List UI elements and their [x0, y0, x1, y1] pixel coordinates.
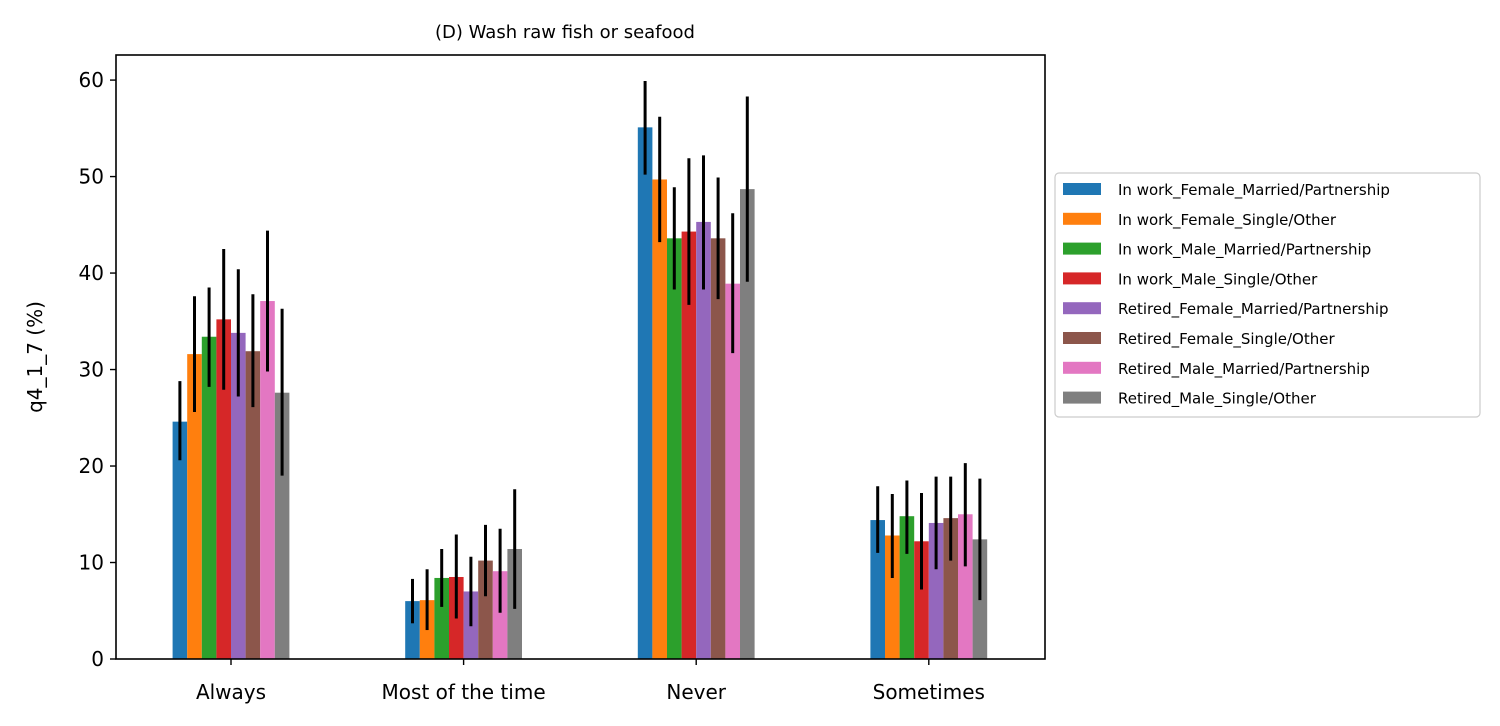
legend-swatch: [1063, 183, 1101, 195]
legend-swatch: [1063, 212, 1101, 225]
bar: [187, 354, 202, 659]
y-axis-title: q4_1_7 (%): [23, 301, 47, 413]
x-tick-label: Most of the time: [382, 680, 546, 704]
legend-label: In work_Male_Married/Partnership: [1118, 241, 1371, 260]
legend-label: In work_Male_Single/Other: [1118, 270, 1318, 289]
legend-label: In work_Female_Single/Other: [1118, 211, 1337, 230]
x-axis: Always Most of the time Never Sometimes: [196, 659, 985, 704]
bars-layer: [172, 127, 988, 660]
bar: [928, 522, 944, 659]
plot-frame: [115, 54, 1046, 660]
chart-title: (D) Wash raw fish or seafood: [435, 22, 695, 43]
bar: [637, 127, 653, 660]
bar: [943, 518, 958, 659]
y-tick-label: 30: [79, 358, 104, 382]
legend-label: Retired_Female_Married/Partnership: [1118, 300, 1389, 319]
bar: [405, 601, 420, 659]
bar: [216, 319, 231, 659]
bar: [492, 571, 508, 659]
legend-swatch: [1063, 332, 1101, 344]
legend-swatch: [1063, 242, 1101, 255]
legend-label: In work_Female_Married/Partnership: [1118, 181, 1390, 200]
bar: [885, 535, 900, 659]
legend-swatch: [1063, 361, 1101, 374]
bar: [231, 332, 246, 659]
y-tick-label: 60: [79, 68, 104, 92]
bar: [740, 189, 755, 659]
bar: [245, 351, 261, 659]
bar: [478, 560, 493, 659]
legend-label: Retired_Male_Single/Other: [1118, 390, 1317, 409]
y-tick-label: 20: [79, 454, 104, 478]
legend-swatch: [1063, 391, 1101, 404]
legend-frame: [1054, 172, 1481, 418]
y-tick-label: 50: [79, 165, 104, 189]
legend-label: Retired_Female_Single/Other: [1118, 330, 1335, 349]
bar: [681, 231, 697, 659]
bar: [914, 541, 929, 659]
y-tick-label: 0: [91, 647, 104, 671]
legend-label: Retired_Male_Married/Partnership: [1118, 360, 1370, 379]
bar: [696, 221, 711, 660]
bar: [201, 336, 217, 659]
y-tick-label: 40: [79, 261, 104, 285]
x-tick-label: Never: [666, 680, 726, 704]
error-bars-layer: [178, 81, 982, 631]
bar: [710, 238, 726, 659]
bar: [172, 421, 188, 659]
legend-swatch: [1063, 302, 1101, 315]
y-axis: 0 10 20 30 40 50 60: [79, 68, 116, 671]
bar: [725, 283, 740, 659]
bar: [274, 392, 290, 659]
bar: [870, 520, 885, 659]
bar: [958, 514, 973, 659]
legend: In work_Female_Married/Partnership In wor…: [1054, 172, 1481, 418]
legend-swatch: [1063, 272, 1101, 285]
bar: [667, 238, 682, 659]
bar: [260, 301, 275, 659]
bar: [652, 179, 667, 659]
bar: [899, 516, 915, 659]
y-tick-label: 10: [79, 551, 104, 575]
x-tick-label: Sometimes: [873, 680, 985, 704]
x-tick-label: Always: [196, 680, 266, 704]
bar: [434, 577, 449, 659]
